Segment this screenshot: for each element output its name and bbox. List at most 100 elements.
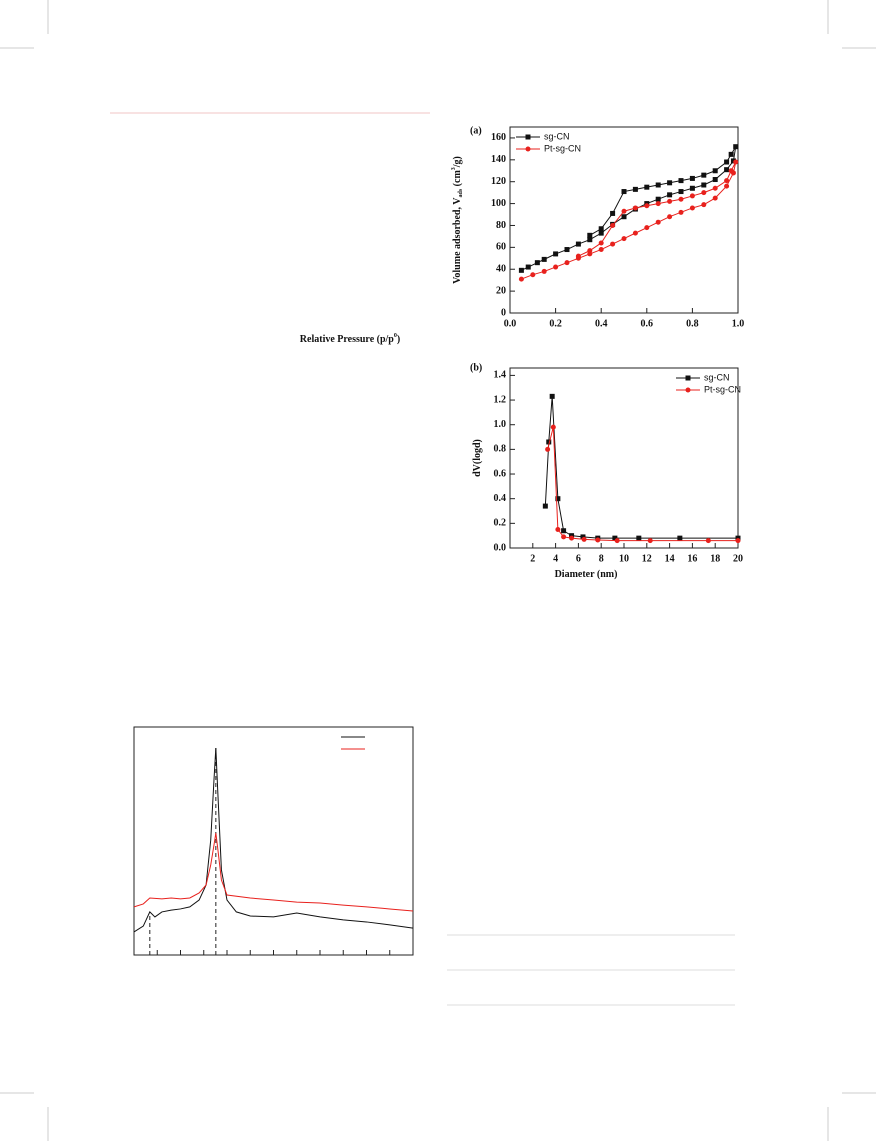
y-tick-label: 20 [496,285,506,296]
y-tick-label: 0.8 [494,444,507,455]
point [553,251,559,257]
point [581,536,587,542]
point [724,183,730,189]
x-tick-label: 6 [576,553,581,564]
point [564,247,570,253]
point [733,159,739,165]
point [610,241,616,247]
point [655,196,661,202]
y-axis-label-part: /g) [452,156,463,168]
y-axis-label-part: dV(logd) [472,439,483,477]
x-axis-label-part: ) [397,334,400,345]
point [701,202,707,208]
point [541,268,547,274]
y-axis-label-part: (cm [452,170,463,189]
point [598,226,604,232]
point [610,210,616,216]
series-line [521,161,737,280]
table-rules [447,934,735,1006]
point [545,446,551,452]
point [561,528,567,534]
point [636,535,642,541]
point [678,196,684,202]
point [712,185,718,191]
point [598,240,604,246]
x-tick-label: 0.4 [595,318,608,329]
point [678,178,684,184]
y-tick-label: 0.4 [494,493,507,504]
point [564,260,570,266]
point [677,535,683,541]
panel-label: (b) [470,362,482,373]
point [580,534,586,540]
y-axis-label: dV(logd) [472,439,483,477]
legend-marker [525,134,531,140]
point [569,535,575,541]
y-tick-label: 1.4 [494,370,507,381]
y-tick-label: 0.2 [494,518,507,529]
point [614,538,620,544]
x-tick-label: 16 [687,553,697,564]
point [730,158,736,164]
point [689,193,695,199]
series-line [133,747,414,933]
x-tick-label: 2 [530,553,535,564]
point [724,178,730,184]
point [655,201,661,207]
y-tick-label: 100 [491,198,506,209]
point [541,256,547,262]
series-line [133,832,414,912]
y-tick-label: 80 [496,220,506,231]
point [678,189,684,195]
point [632,186,638,192]
x-tick-label: 12 [642,553,652,564]
x-tick-label: 4 [553,553,558,564]
point [561,534,567,540]
x-axis-label-part: 0 [394,333,397,339]
legend-marker [685,375,691,381]
point [632,205,638,211]
plot-frame [133,726,414,956]
legend-label: Pt-sg-CN [544,143,581,153]
legend-marker [685,387,691,393]
point [587,248,593,254]
x-axis-label-part: Diameter (nm) [555,569,618,580]
point [644,203,650,209]
point [644,184,650,190]
y-axis-label-part: ads [458,188,464,197]
point [644,225,650,231]
y-tick-label: 0.0 [494,542,507,553]
x-tick-label: 18 [710,553,720,564]
y-axis-label-part: 3 [451,167,457,170]
point [724,167,730,173]
point [647,538,653,544]
point [595,537,601,543]
point [632,230,638,236]
point [575,253,581,259]
point [701,182,707,188]
x-axis-label: Relative Pressure (p/p0) [300,333,400,345]
point [555,496,561,502]
legend-label: Pt-sg-CN [704,384,741,394]
point [689,185,695,191]
y-tick-label: 120 [491,176,506,187]
point [610,222,616,228]
point [724,159,730,165]
y-tick-label: 0 [501,307,506,318]
point [712,195,718,201]
point [689,205,695,211]
point [621,208,627,214]
x-tick-label: 0.6 [641,318,654,329]
x-axis-label: Diameter (nm) [555,569,618,580]
point [518,267,524,273]
point [598,247,604,253]
point [678,209,684,215]
series-line [547,427,738,542]
x-axis-label-part: Relative Pressure (p/p [300,334,395,345]
point [712,168,718,174]
x-tick-label: 0.2 [549,318,562,329]
series-line [544,396,738,539]
x-tick-label: 14 [665,553,675,564]
